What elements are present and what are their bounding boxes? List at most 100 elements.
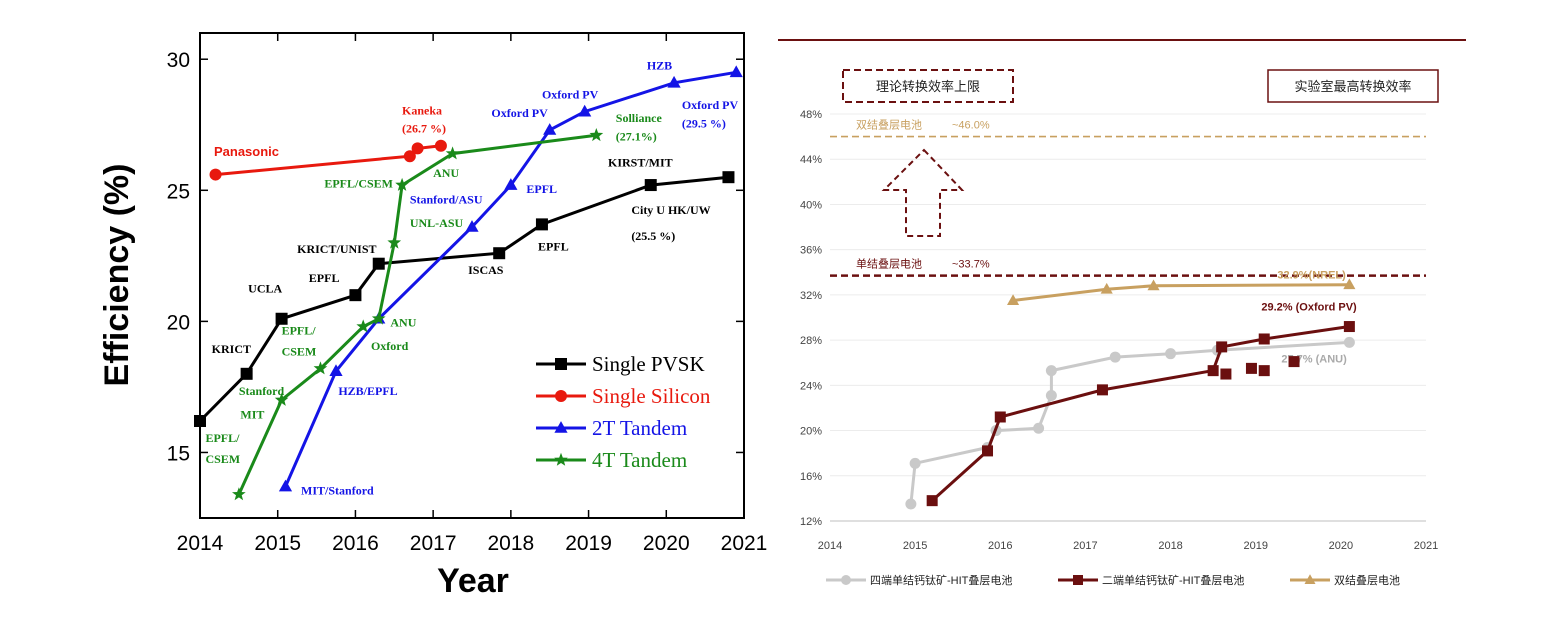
data-point bbox=[209, 168, 222, 181]
annotation-label: ANU bbox=[390, 316, 416, 330]
legend-marker bbox=[554, 421, 568, 433]
legend-label: Single Silicon bbox=[592, 384, 711, 408]
right-x-ticks: 2014 2015 2016 2017 2018 2019 2020 2021 bbox=[818, 540, 1438, 552]
lab-record-box: 实验室最高转换效率 bbox=[1267, 69, 1439, 103]
data-point bbox=[465, 220, 479, 232]
annotation-label: UNL-ASU bbox=[410, 216, 464, 230]
right-reference-lines: 双结叠层电池 ~46.0% 单结叠层电池 ~33.7% bbox=[830, 119, 1426, 277]
theoretical-limit-label: 理论转换效率上限 bbox=[876, 79, 980, 94]
legend-label: Single PVSK bbox=[592, 352, 705, 376]
up-arrow-icon bbox=[881, 148, 965, 237]
theoretical-limit-box: 理论转换效率上限 bbox=[842, 69, 1014, 103]
data-point bbox=[372, 257, 385, 270]
annotation-label: Solliance bbox=[616, 111, 663, 125]
annotation-label: EPFL bbox=[309, 271, 340, 285]
y-tick-label: 44% bbox=[800, 154, 822, 166]
data-point bbox=[1343, 336, 1355, 348]
data-point bbox=[395, 177, 409, 191]
x-tick-label: 2020 bbox=[643, 532, 690, 555]
data-point bbox=[504, 178, 518, 190]
annotation-label: EPFL bbox=[526, 182, 557, 196]
data-point bbox=[411, 142, 424, 155]
annotation-label: EPFL/ bbox=[282, 323, 317, 337]
annotation-label: Oxford bbox=[371, 339, 409, 353]
x-tick-label: 2016 bbox=[988, 540, 1012, 552]
annotation-label: HZB/EPFL bbox=[338, 384, 397, 398]
legend-marker bbox=[555, 358, 567, 370]
data-point bbox=[1165, 348, 1177, 360]
y-tick-label: 12% bbox=[800, 516, 822, 528]
annotation-label: (27.1%) bbox=[616, 129, 657, 143]
x-tick-label: 2016 bbox=[332, 532, 379, 555]
data-point bbox=[1207, 365, 1219, 377]
left-annotations: KRICT UCLA EPFL KRICT/UNIST ISCAS EPFL KIRST/M… bbox=[205, 59, 738, 498]
data-point bbox=[329, 364, 343, 376]
legend-marker bbox=[554, 452, 568, 466]
left-chart: 2014 2015 2016 2017 2018 2019 2020 2021 15 20 25 3… bbox=[98, 32, 768, 600]
x-tick-label: 2019 bbox=[1243, 540, 1267, 552]
annotation-label: MIT/Stanford bbox=[301, 483, 374, 497]
data-point bbox=[1216, 341, 1228, 353]
x-tick-label: 2017 bbox=[410, 532, 457, 555]
data-point bbox=[589, 128, 604, 142]
data-point bbox=[1096, 384, 1108, 396]
data-point bbox=[1007, 294, 1020, 305]
data-point bbox=[356, 319, 370, 333]
data-point bbox=[1343, 278, 1356, 290]
data-point bbox=[909, 457, 921, 469]
annotation-label: HZB bbox=[647, 59, 672, 73]
annotation-label: EPFL/CSEM bbox=[324, 177, 393, 191]
x-tick-label: 2015 bbox=[254, 532, 301, 555]
x-tick-label: 2017 bbox=[1073, 540, 1097, 552]
annotation-label: KRICT bbox=[212, 342, 251, 356]
legend-marker bbox=[1304, 574, 1316, 584]
left-series-layer bbox=[194, 65, 743, 501]
legend-label: 二端单结钙钛矿-HIT叠层电池 bbox=[1102, 573, 1244, 587]
annotation-label: Stanford/ASU bbox=[410, 192, 483, 206]
legend-label: 四端单结钙钛矿-HIT叠层电池 bbox=[870, 573, 1012, 587]
annotation-label: (25.5 %) bbox=[631, 229, 675, 243]
data-point bbox=[194, 415, 206, 427]
reference-label: 双结叠层电池 bbox=[856, 119, 922, 132]
data-point bbox=[905, 498, 917, 510]
annotation-label: KRICT/UNIST bbox=[297, 242, 376, 256]
data-point bbox=[667, 75, 681, 88]
data-point bbox=[1045, 365, 1057, 377]
y-tick-label: 15 bbox=[167, 442, 190, 465]
data-point bbox=[926, 495, 938, 507]
data-point bbox=[1245, 362, 1257, 374]
data-point bbox=[387, 235, 402, 249]
x-tick-label: 2020 bbox=[1329, 540, 1353, 552]
legend-marker bbox=[555, 390, 567, 402]
data-point bbox=[240, 367, 253, 380]
data-point bbox=[274, 392, 289, 406]
data-point bbox=[1220, 368, 1232, 380]
annotation-label: (26.7 %) bbox=[402, 122, 446, 136]
reference-label: 单结叠层电池 bbox=[856, 258, 922, 271]
data-point bbox=[493, 247, 506, 260]
data-point bbox=[729, 65, 743, 78]
lab-record-label: 实验室最高转换效率 bbox=[1294, 79, 1411, 94]
data-point bbox=[644, 179, 657, 192]
annotation-label: Panasonic bbox=[214, 144, 279, 159]
left-plot-frame bbox=[199, 32, 745, 519]
x-tick-label: 2019 bbox=[565, 532, 612, 555]
x-tick-label: 2021 bbox=[721, 532, 768, 555]
annotation-label: Oxford PV bbox=[491, 106, 548, 120]
data-point bbox=[1100, 282, 1113, 294]
y-tick-label: 40% bbox=[800, 199, 822, 211]
x-tick-label: 2021 bbox=[1414, 540, 1438, 552]
legend-label: 双结叠层电池 bbox=[1334, 574, 1400, 587]
y-tick-label: 30 bbox=[167, 49, 190, 72]
data-point bbox=[1045, 390, 1057, 402]
right-chart: 2014 2015 2016 2017 2018 2019 2020 2021 12% 16% 2… bbox=[778, 39, 1466, 587]
data-point bbox=[403, 150, 416, 163]
left-x-axis-label: Year bbox=[437, 562, 509, 600]
x-tick-label: 2015 bbox=[903, 540, 927, 552]
annotation-label: (29.5 %) bbox=[682, 116, 726, 130]
data-point bbox=[232, 487, 246, 501]
right-y-ticks: 12% 16% 20% 24% 28% 32% 36% 40% 44% 48% bbox=[800, 109, 822, 528]
right-legend: 四端单结钙钛矿-HIT叠层电池 二端单结钙钛矿-HIT叠层电池 双结叠层电池 bbox=[826, 573, 1400, 587]
data-point bbox=[543, 123, 557, 135]
data-point bbox=[578, 104, 592, 117]
